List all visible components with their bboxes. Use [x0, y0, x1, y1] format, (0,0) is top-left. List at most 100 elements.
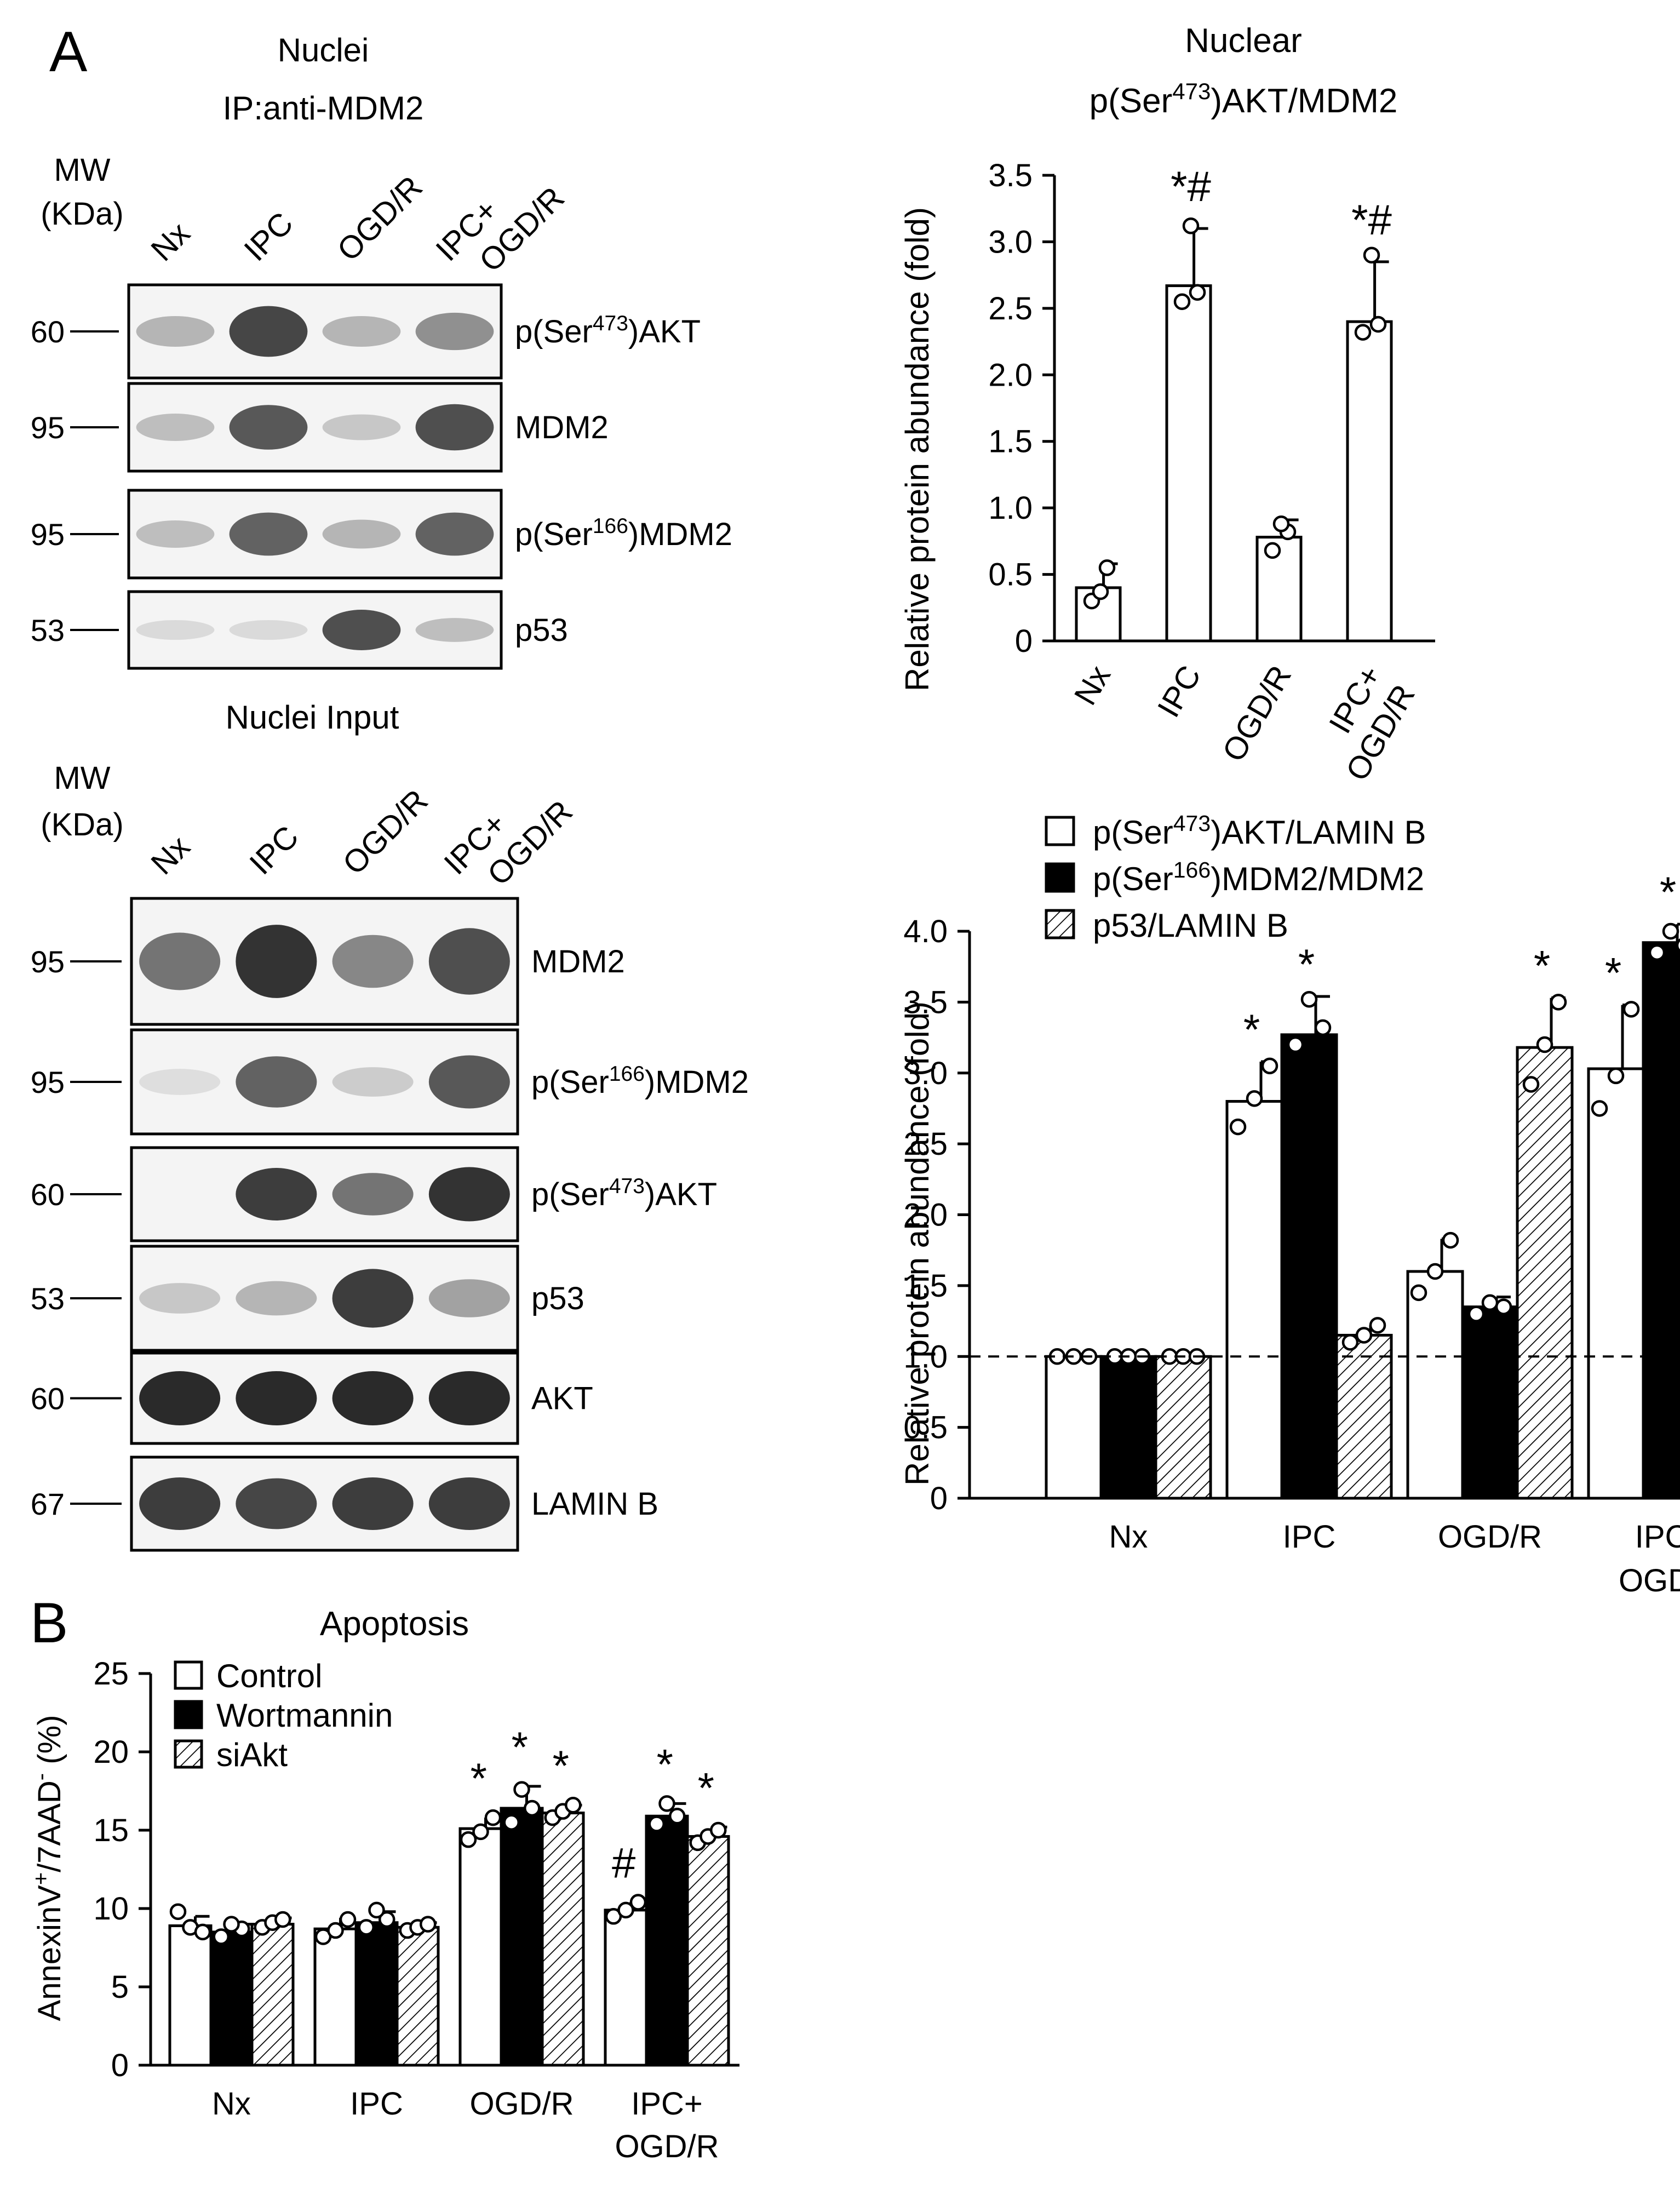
blot-band	[136, 620, 215, 640]
y-tick-label: 2.5	[903, 1126, 948, 1162]
legend-swatch	[1045, 816, 1075, 846]
bar	[313, 1927, 358, 2067]
x-category-line1: IPC	[1151, 660, 1208, 723]
legend-label: p(Ser473)AKT/LAMIN B	[1093, 811, 1426, 851]
data-point	[1369, 316, 1387, 333]
mw-marker: 95	[31, 517, 65, 552]
data-point	[1264, 542, 1281, 559]
data-point	[658, 1795, 675, 1812]
data-point	[1591, 1100, 1608, 1117]
mw-marker: 53	[31, 613, 65, 647]
y-tick-label: 15	[93, 1813, 129, 1848]
blot-band	[332, 1269, 414, 1328]
y-tick-label: 1.0	[988, 490, 1033, 526]
data-point	[169, 1903, 187, 1920]
protein-label: p(Ser166)MDM2	[531, 1062, 749, 1100]
data-point	[484, 1809, 502, 1826]
data-point	[513, 1781, 530, 1798]
significance-mark: *	[1298, 940, 1315, 988]
bar	[1516, 1046, 1574, 1500]
legend-label: p53/LAMIN B	[1093, 907, 1288, 944]
bar	[1642, 941, 1680, 1500]
bar	[250, 1923, 295, 2067]
y-tick-label: 2.0	[988, 357, 1033, 393]
bar	[168, 1924, 213, 2067]
mw-marker: 95	[31, 1065, 65, 1099]
blot-band	[332, 935, 414, 988]
x-category-line1: IPC+	[631, 2086, 703, 2122]
lane-label-line1: OGD/R	[336, 783, 434, 881]
blot-band	[428, 1167, 510, 1222]
data-point	[368, 1901, 385, 1919]
blot-row: 53 p53	[31, 1245, 584, 1352]
mw-marker: 95	[31, 410, 65, 445]
data-point	[1467, 1305, 1485, 1322]
lane-label: IPC	[237, 205, 300, 268]
y-tick-label: 3.5	[988, 158, 1033, 193]
blot-band	[139, 1477, 221, 1530]
blot-row: 53 p53	[31, 590, 568, 670]
legend-label: Control	[216, 1658, 322, 1694]
data-point	[1300, 990, 1318, 1008]
bar	[1045, 1355, 1103, 1500]
data-point	[1354, 324, 1372, 341]
blot-band	[322, 316, 401, 347]
blot-band	[428, 928, 510, 995]
bar	[500, 1807, 544, 2067]
blot-band	[229, 306, 308, 357]
x-category-line1: IPC	[1283, 1519, 1336, 1555]
y-tick-label: 3.0	[903, 1056, 948, 1091]
data-point	[213, 1928, 230, 1945]
y-tick-label: 5	[111, 1969, 129, 2005]
y-tick-label: 10	[93, 1891, 129, 1927]
data-point	[1481, 1294, 1499, 1311]
blot-band	[236, 925, 317, 998]
x-category-label: Nx	[1068, 660, 1118, 711]
data-point	[223, 1916, 240, 1933]
data-point	[1246, 1090, 1263, 1107]
significance-mark: *#	[1171, 162, 1211, 210]
input-blot: Nuclei Input MW (KDa) Nx IPC OGD/R IPC+OGD/…	[31, 699, 749, 1552]
blot-row: 60 p(Ser473)AKT	[31, 1146, 717, 1242]
x-category-line1: IPC+	[1635, 1519, 1680, 1555]
input-blot-mw-1: MW	[54, 760, 110, 796]
bar	[1587, 1067, 1645, 1500]
data-point	[565, 1796, 582, 1814]
lane-label: Nx	[144, 215, 197, 268]
protein-label: MDM2	[531, 944, 625, 979]
significance-mark: *	[657, 1740, 673, 1788]
data-point	[1229, 1118, 1247, 1136]
blot-row: 60 AKT	[31, 1351, 593, 1445]
blot-row: 67 LAMIN B	[31, 1455, 658, 1552]
legend-swatch	[174, 1660, 203, 1690]
data-point	[1662, 922, 1679, 940]
data-point	[1426, 1263, 1444, 1280]
bar	[209, 1930, 254, 2067]
blot-band	[136, 520, 215, 548]
y-tick-label: 2.5	[988, 291, 1033, 326]
lane-label-line1: IPC	[243, 819, 305, 881]
data-point	[1676, 938, 1680, 953]
y-tick-label: 20	[93, 1734, 129, 1770]
data-point	[327, 1922, 344, 1939]
significance-mark: *#	[1351, 196, 1392, 244]
blot-band	[332, 1371, 414, 1425]
ip-blot-title-1: Nuclei	[278, 32, 369, 68]
x-category-line1: Nx	[212, 2086, 251, 2122]
significance-mark: *	[698, 1763, 714, 1812]
chart-nuclear-grouped: p(Ser473)AKT/LAMIN B p(Ser166)MDM2/MDM2 p5…	[899, 811, 1680, 1598]
ip-blot-mw-2: (KDa)	[41, 196, 123, 232]
panel-label-b: B	[30, 1591, 68, 1655]
ip-blot-title-2: IP:anti-MDM2	[223, 90, 424, 127]
bar	[686, 1835, 730, 2067]
protein-label: p53	[515, 612, 568, 648]
y-tick-label: 3.5	[903, 984, 948, 1020]
significance-mark: *	[471, 1754, 487, 1802]
input-blot-title: Nuclei Input	[226, 699, 399, 736]
blot-band	[332, 1173, 414, 1216]
bar	[1461, 1305, 1519, 1500]
mw-marker: 60	[31, 314, 65, 349]
blot-band	[136, 414, 215, 441]
